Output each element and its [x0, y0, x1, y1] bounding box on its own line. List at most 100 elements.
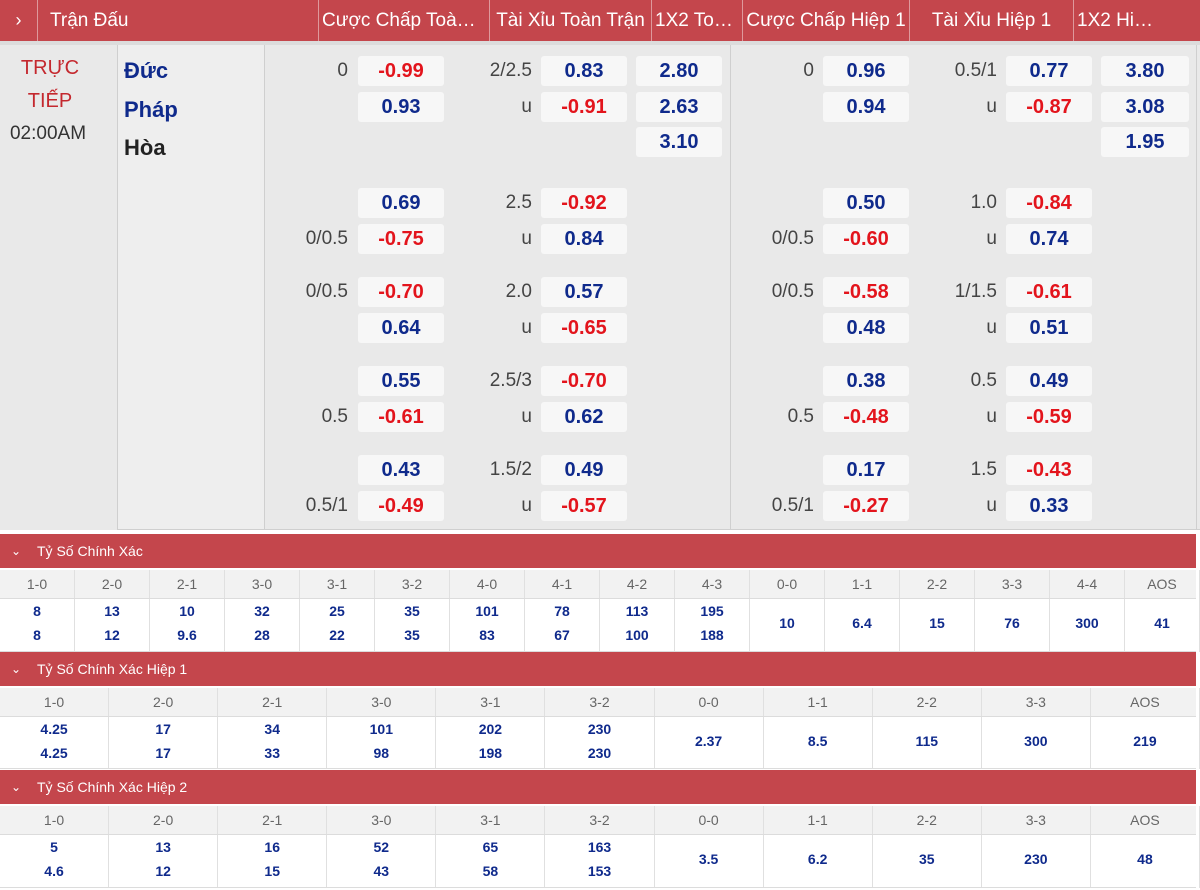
- score-odds[interactable]: 15: [929, 615, 945, 631]
- score-cell[interactable]: 4-0 101 83: [450, 570, 525, 652]
- h1-over-odds[interactable]: 0.77: [1006, 56, 1092, 86]
- ft-handicap-home-odds[interactable]: 0.69: [358, 188, 444, 218]
- score-odds[interactable]: 3.5: [698, 851, 719, 867]
- score-odds[interactable]: 230: [587, 745, 612, 761]
- score-odds[interactable]: 35: [918, 851, 935, 867]
- ft-handicap-home-odds[interactable]: -0.70: [358, 277, 444, 307]
- score-cell[interactable]: 3-1 65 58: [436, 806, 546, 888]
- score-odds[interactable]: 188: [700, 627, 724, 643]
- score-odds[interactable]: 43: [373, 863, 390, 879]
- score-cell[interactable]: 3-1 25 22: [300, 570, 375, 652]
- score-odds[interactable]: 25: [329, 603, 345, 619]
- score-cell[interactable]: 4-2 113 100: [600, 570, 675, 652]
- score-odds[interactable]: 195: [700, 603, 724, 619]
- h1-handicap-away-odds[interactable]: -0.60: [823, 224, 909, 254]
- ft-over-odds[interactable]: -0.70: [541, 366, 627, 396]
- score-cell[interactable]: 3-2 230 230: [545, 688, 655, 769]
- score-odds[interactable]: 163: [587, 839, 612, 855]
- h1-handicap-away-odds[interactable]: 0.94: [823, 92, 909, 122]
- score-odds[interactable]: 198: [478, 745, 503, 761]
- score-odds[interactable]: 113: [625, 603, 649, 619]
- ft-under-odds[interactable]: -0.65: [541, 313, 627, 343]
- score-odds[interactable]: 76: [1004, 615, 1020, 631]
- score-odds[interactable]: 4.6: [44, 863, 64, 879]
- ft-under-odds[interactable]: -0.57: [541, 491, 627, 521]
- header-match[interactable]: Trận Đấu: [50, 10, 129, 31]
- score-odds[interactable]: 48: [1137, 851, 1153, 867]
- correct-score-header[interactable]: ⌄ Tỷ Số Chính Xác: [0, 534, 1196, 568]
- score-odds[interactable]: 10: [179, 603, 195, 619]
- score-odds[interactable]: 8.5: [807, 733, 828, 749]
- score-cell[interactable]: 1-0 4.25 4.25: [0, 688, 110, 769]
- score-odds[interactable]: 219: [1133, 733, 1157, 749]
- score-cell[interactable]: 1-0 5 4.6: [0, 806, 110, 888]
- header-h1-handicap[interactable]: Cược Chấp Hiệp 1: [742, 0, 909, 41]
- score-cell[interactable]: AOS 219: [1091, 688, 1200, 769]
- chevron-down-icon[interactable]: ⌄: [10, 780, 22, 794]
- score-cell[interactable]: 2-2 35: [873, 806, 982, 888]
- ft-over-odds[interactable]: 0.83: [541, 56, 627, 86]
- score-cell[interactable]: 3-1 202 198: [436, 688, 546, 769]
- score-odds[interactable]: 5: [50, 839, 58, 855]
- score-odds[interactable]: 115: [915, 733, 939, 749]
- ft-handicap-away-odds[interactable]: -0.49: [358, 491, 444, 521]
- h1-under-odds[interactable]: -0.87: [1006, 92, 1092, 122]
- score-odds[interactable]: 17: [155, 721, 171, 737]
- ft-handicap-home-odds[interactable]: 0.55: [358, 366, 444, 396]
- score-cell[interactable]: AOS 48: [1091, 806, 1200, 888]
- score-cell[interactable]: 2-1 16 15: [218, 806, 328, 888]
- ft-under-odds[interactable]: 0.84: [541, 224, 627, 254]
- score-cell[interactable]: 1-1 8.5: [764, 688, 873, 769]
- ft-over-odds[interactable]: 0.49: [541, 455, 627, 485]
- ft-handicap-home-odds[interactable]: 0.43: [358, 455, 444, 485]
- score-cell[interactable]: 3-3 300: [982, 688, 1091, 769]
- correct-score-h2-header[interactable]: ⌄ Tỷ Số Chính Xác Hiệp 2: [0, 770, 1196, 804]
- h1-handicap-away-odds[interactable]: -0.48: [823, 402, 909, 432]
- score-odds[interactable]: 13: [104, 603, 120, 619]
- h1-1x2-draw-odds[interactable]: 1.95: [1101, 127, 1189, 157]
- score-odds[interactable]: 10: [779, 615, 795, 631]
- score-cell[interactable]: 3-0 52 43: [327, 806, 437, 888]
- score-odds[interactable]: 13: [155, 839, 171, 855]
- score-odds[interactable]: 8: [33, 603, 41, 619]
- score-odds[interactable]: 230: [587, 721, 612, 737]
- score-odds[interactable]: 153: [587, 863, 612, 879]
- score-odds[interactable]: 32: [254, 603, 270, 619]
- score-cell[interactable]: 1-1 6.2: [764, 806, 873, 888]
- score-cell[interactable]: 1-1 6.4: [825, 570, 900, 652]
- ft-handicap-away-odds[interactable]: -0.61: [358, 402, 444, 432]
- score-odds[interactable]: 17: [155, 745, 171, 761]
- score-cell[interactable]: 2-2 115: [873, 688, 982, 769]
- score-cell[interactable]: 3-0 32 28: [225, 570, 300, 652]
- header-ft-handicap[interactable]: Cược Chấp Toàn Trận: [318, 0, 489, 41]
- score-odds[interactable]: 15: [264, 863, 280, 879]
- header-ft-over-under[interactable]: Tài Xỉu Toàn Trận: [489, 0, 651, 41]
- score-odds[interactable]: 4.25: [40, 745, 68, 761]
- h1-handicap-home-odds[interactable]: 0.38: [823, 366, 909, 396]
- ft-handicap-away-odds[interactable]: -0.75: [358, 224, 444, 254]
- score-odds[interactable]: 12: [155, 863, 171, 879]
- score-odds[interactable]: 34: [264, 721, 280, 737]
- h1-over-odds[interactable]: 0.49: [1006, 366, 1092, 396]
- h1-under-odds[interactable]: 0.51: [1006, 313, 1092, 343]
- header-h1-over-under[interactable]: Tài Xỉu Hiệp 1: [909, 0, 1073, 41]
- score-odds[interactable]: 52: [373, 839, 390, 855]
- h1-under-odds[interactable]: -0.59: [1006, 402, 1092, 432]
- h1-handicap-away-odds[interactable]: -0.27: [823, 491, 909, 521]
- score-odds[interactable]: 8: [33, 627, 41, 643]
- score-odds[interactable]: 35: [404, 627, 420, 643]
- score-cell[interactable]: 3-3 76: [975, 570, 1050, 652]
- score-odds[interactable]: 83: [479, 627, 495, 643]
- score-odds[interactable]: 2.37: [694, 733, 723, 749]
- score-odds[interactable]: 58: [482, 863, 499, 879]
- ft-1x2-away-odds[interactable]: 2.63: [636, 92, 722, 122]
- chevron-down-icon[interactable]: ⌄: [10, 544, 22, 558]
- correct-score-h1-header[interactable]: ⌄ Tỷ Số Chính Xác Hiệp 1: [0, 652, 1196, 686]
- score-odds[interactable]: 98: [373, 745, 390, 761]
- score-odds[interactable]: 28: [254, 627, 270, 643]
- score-odds[interactable]: 230: [1024, 851, 1048, 867]
- h1-handicap-home-odds[interactable]: 0.96: [823, 56, 909, 86]
- h1-over-odds[interactable]: -0.84: [1006, 188, 1092, 218]
- score-cell[interactable]: 0-0 10: [750, 570, 825, 652]
- score-odds[interactable]: 33: [264, 745, 280, 761]
